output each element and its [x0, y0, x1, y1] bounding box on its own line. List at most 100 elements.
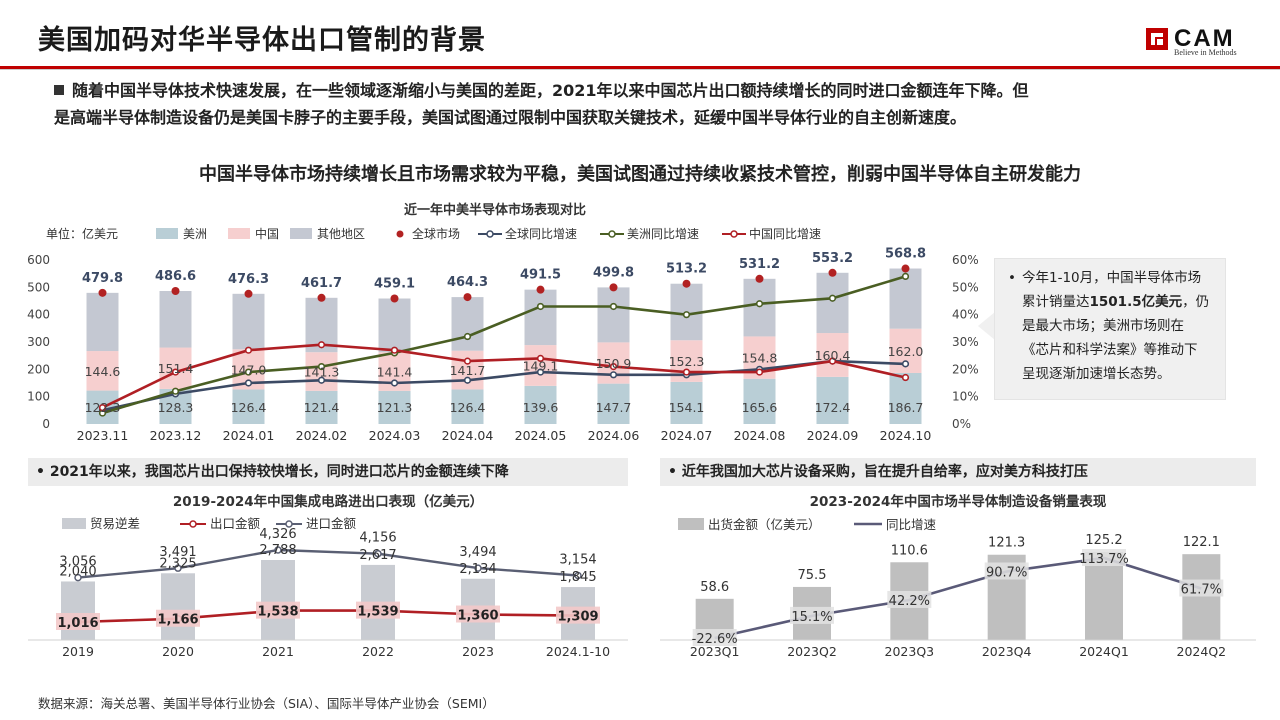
label-shipments: 58.6: [700, 580, 729, 595]
label-import: 3,154: [559, 552, 596, 567]
label-china: 141.3: [304, 365, 340, 380]
legend-label-5: 美洲同比增速: [627, 227, 699, 241]
label-americas: 139.6: [523, 400, 559, 415]
marker-中国同比增速: [171, 368, 180, 376]
label-import: 3,056: [59, 555, 96, 570]
label-china: 154.8: [742, 351, 778, 366]
marker-import: [74, 573, 82, 582]
x-tick-label: 2023.12: [150, 428, 202, 443]
marker-中国同比增速: [755, 368, 764, 376]
bar-trade-gap: [61, 581, 95, 640]
bar-other: [597, 287, 630, 343]
legend-marker-5: [608, 230, 616, 238]
callout-line-4: 《芯片和科学法案》等推动下: [1022, 342, 1198, 358]
bar-other: [378, 298, 411, 353]
label-global-market: 486.6: [155, 269, 196, 284]
data-source-note: 数据来源：海关总署、美国半导体行业协会（SIA）、国际半导体产业协会（SEMI）: [38, 696, 495, 711]
line-美洲同比增速: [102, 275, 906, 415]
label-americas: 126.4: [450, 400, 486, 415]
label-china: 162.0: [888, 344, 924, 359]
label-americas: 126.4: [231, 400, 267, 415]
label-trade-gap: 2,788: [259, 543, 296, 558]
bar-other: [86, 292, 119, 352]
marker-import: [374, 549, 382, 558]
label-shipments: 122.1: [1183, 535, 1220, 550]
marker-import: [474, 564, 482, 572]
x-tick-label: 2023: [462, 644, 494, 659]
legend-label-trade-gap: 贸易逆差: [90, 516, 140, 531]
label-global-market: 513.2: [666, 262, 707, 277]
line-import: [77, 548, 579, 579]
callout-line-2b: ，仍: [1182, 294, 1210, 310]
y-tick-label: 100: [27, 390, 50, 404]
y-tick-label: 600: [27, 253, 50, 267]
label-china: 152.3: [669, 354, 705, 369]
label-yoy-bg: [1179, 579, 1224, 597]
label-global-market: 464.3: [447, 275, 488, 290]
dot-global-market: [98, 288, 107, 297]
bar-china: [524, 345, 557, 386]
legend-label-6: 中国同比增速: [749, 226, 821, 241]
x-tick-label: 2024Q2: [1177, 644, 1227, 659]
label-global-market: 491.5: [520, 268, 561, 283]
legend-marker-export: [189, 520, 197, 528]
x-tick-label: 2021: [262, 644, 294, 659]
marker-中国同比增速: [463, 357, 472, 365]
marker-全球同比增速: [609, 371, 618, 379]
marker-全球同比增速: [317, 376, 326, 384]
bar-other: [816, 272, 849, 334]
x-tick-label: 2023Q2: [787, 644, 837, 659]
label-global-market: 476.3: [228, 272, 269, 287]
label-export: 1,360: [457, 609, 498, 624]
legend-label-1: 中国: [255, 226, 279, 241]
label-global-market: 461.7: [301, 276, 342, 291]
bar-americas: [670, 381, 703, 424]
label-export: 1,309: [557, 610, 598, 625]
label-global-market: 553.2: [812, 251, 853, 266]
label-export-bg: [556, 606, 600, 624]
y-tick-label: 0: [42, 417, 50, 431]
bar-americas: [889, 372, 922, 424]
label-americas: 121.4: [304, 400, 340, 415]
x-tick-label: 2024.07: [661, 428, 713, 443]
label-americas: 186.7: [888, 400, 924, 415]
logo-slogan: Believe in Methods: [1174, 48, 1237, 57]
line-中国同比增速: [101, 343, 906, 409]
y-tick-label: 400: [27, 308, 50, 322]
dot-global-market: [828, 268, 837, 277]
logo-word: CAM: [1174, 25, 1235, 52]
callout-box: [994, 258, 1226, 400]
marker-中国同比增速: [609, 363, 618, 371]
bar-americas: [378, 390, 411, 424]
bar-other: [743, 278, 776, 337]
label-americas: 147.7: [596, 400, 632, 415]
marker-全球同比增速: [901, 360, 910, 368]
bar-americas: [305, 390, 338, 424]
marker-import: [274, 546, 282, 554]
section-headline: 中国半导体市场持续增长且市场需求较为平稳，美国试图通过持续收紧技术管控，削弱中国…: [199, 164, 1081, 185]
legend-marker-4: [486, 230, 494, 238]
label-import: 3,491: [159, 545, 196, 560]
logo-mark-icon: [1146, 28, 1168, 50]
y-tick-label: 200: [27, 362, 50, 376]
legend-label-0: 美洲: [183, 227, 207, 241]
marker-中国同比增速: [901, 373, 910, 382]
x-tick-label: 2024.03: [369, 428, 421, 443]
x-tick-label: 2023.11: [77, 428, 129, 443]
dot-global-market: [755, 274, 764, 283]
bar-china: [86, 351, 119, 391]
legend-label-export: 出口金额: [210, 516, 261, 531]
y2-tick-label: 40%: [952, 308, 979, 322]
label-export-bg: [156, 609, 200, 627]
y2-tick-label: 0%: [952, 417, 971, 431]
y-tick-label: 500: [27, 280, 50, 294]
marker-美洲同比增速: [171, 387, 180, 395]
x-tick-label: 2024.02: [296, 428, 348, 443]
x-tick-label: 2024.10: [880, 428, 932, 443]
label-import: 3,494: [459, 545, 496, 560]
y2-tick-label: 60%: [952, 253, 979, 267]
marker-全球同比增速: [463, 376, 472, 384]
bar-other: [524, 289, 557, 346]
marker-美洲同比增速: [244, 368, 253, 376]
dot-global-market: [609, 283, 618, 292]
